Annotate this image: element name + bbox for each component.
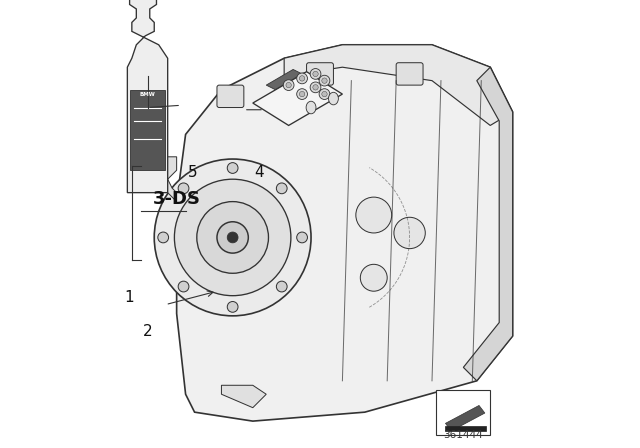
FancyBboxPatch shape (217, 85, 244, 108)
Circle shape (313, 71, 318, 77)
Circle shape (217, 222, 248, 253)
Circle shape (360, 264, 387, 291)
Circle shape (310, 82, 321, 93)
Circle shape (158, 232, 168, 243)
Bar (436, 390, 490, 435)
Polygon shape (445, 405, 485, 431)
Circle shape (276, 183, 287, 194)
Ellipse shape (306, 101, 316, 114)
FancyBboxPatch shape (396, 63, 423, 85)
Circle shape (178, 281, 189, 292)
Circle shape (319, 75, 330, 86)
Circle shape (356, 197, 392, 233)
Circle shape (227, 302, 238, 312)
Circle shape (300, 91, 305, 97)
Circle shape (227, 232, 238, 243)
Circle shape (178, 183, 189, 194)
Circle shape (297, 73, 307, 84)
Text: 361444: 361444 (444, 430, 483, 440)
Circle shape (154, 159, 311, 316)
Text: 3-DS: 3-DS (153, 190, 201, 208)
Circle shape (322, 78, 327, 83)
Circle shape (174, 179, 291, 296)
Circle shape (313, 85, 318, 90)
Polygon shape (177, 45, 513, 421)
Polygon shape (463, 67, 513, 381)
Polygon shape (253, 72, 342, 125)
Text: 5: 5 (188, 165, 197, 180)
Text: 2: 2 (143, 324, 152, 339)
Circle shape (319, 89, 330, 99)
Polygon shape (266, 69, 302, 90)
Text: 4: 4 (255, 165, 264, 180)
Circle shape (227, 163, 238, 173)
Circle shape (276, 281, 287, 292)
Circle shape (197, 202, 269, 273)
FancyBboxPatch shape (307, 63, 333, 85)
Circle shape (297, 232, 307, 243)
Circle shape (310, 69, 321, 79)
Circle shape (300, 76, 305, 81)
Polygon shape (127, 0, 168, 193)
Polygon shape (284, 45, 513, 125)
Polygon shape (445, 426, 486, 431)
Text: 1: 1 (125, 290, 134, 306)
Circle shape (394, 217, 425, 249)
Polygon shape (159, 157, 177, 202)
Ellipse shape (328, 92, 339, 105)
Bar (130, 90, 166, 170)
Circle shape (297, 89, 307, 99)
Text: BMW: BMW (140, 91, 156, 97)
Polygon shape (221, 385, 266, 408)
Circle shape (284, 80, 294, 90)
Circle shape (322, 91, 327, 97)
Circle shape (286, 82, 291, 88)
